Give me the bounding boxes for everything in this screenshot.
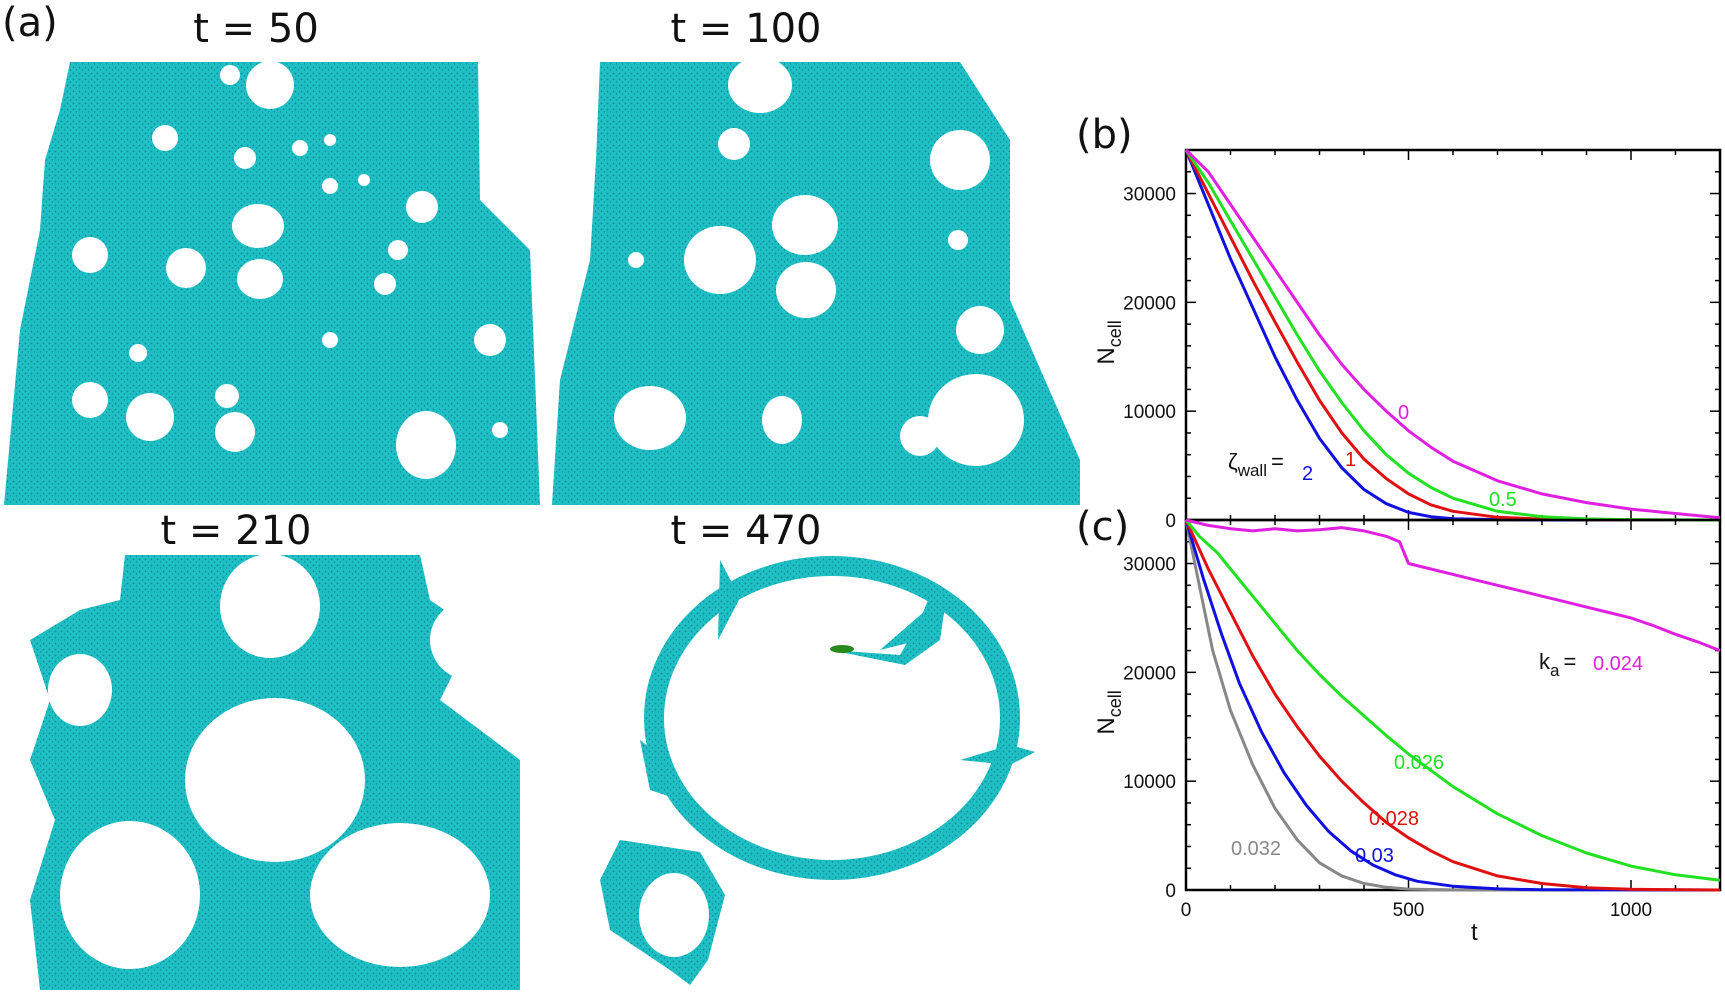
x-tick-label: 500 [1393,900,1425,921]
series-line-0.026 [1184,519,1721,882]
y-axis-label: Ncell [1093,320,1125,364]
chart-zeta-wall: 0 10000 20000 30000 Ncell 2 1 0.5 0 ζwall = [1093,148,1722,532]
tissue-snapshots [4,62,1080,990]
y-axis-label: Ncell [1093,690,1125,734]
chart-ka: 0 10000 20000 30000 0 500 1000 t Ncell 0.032 0.03 0… [1093,518,1722,946]
series-label-0.028: 0.028 [1369,808,1419,830]
snapshot-t50 [4,62,540,505]
series-line-0.032 [1184,519,1720,892]
legend-prefix: ka = [1539,649,1576,680]
snapshot-t100 [552,62,1080,505]
y-tick-label: 10000 [1123,402,1176,423]
series-label-0.024: 0.024 [1593,653,1643,675]
snapshot-t210 [30,555,520,990]
x-axis-label: t [1471,919,1478,946]
series-label-1: 1 [1345,449,1356,471]
panel-label-b: (b) [1076,112,1133,158]
series-line-0.024 [1185,518,1721,652]
series-label-0: 0 [1398,402,1409,424]
series-line-0.028 [1184,519,1721,892]
x-tick-label: 1000 [1610,900,1652,921]
x-tick-label: 0 [1181,900,1192,921]
y-tick-label: 0 [1165,881,1176,902]
series-line-0.03 [1184,519,1721,892]
series-line-1 [1184,149,1721,522]
series-label-0.026: 0.026 [1394,752,1444,774]
panel-label-c: (c) [1076,504,1130,550]
y-tick-label: 20000 [1123,663,1176,684]
snapshot-title-t470: t = 470 [670,508,822,554]
snapshot-title-t100: t = 100 [670,6,822,52]
legend-prefix: ζwall = [1228,449,1284,480]
series-label-2: 2 [1302,463,1313,485]
y-tick-label: 10000 [1123,772,1176,793]
series-label-0.5: 0.5 [1489,489,1517,511]
y-tick-label: 0 [1165,511,1176,532]
snapshot-title-t50: t = 50 [193,6,319,52]
y-tick-label: 20000 [1123,293,1176,314]
y-tick-label: 30000 [1123,555,1176,576]
panel-label-a: (a) [2,0,58,46]
y-tick-label: 30000 [1123,185,1176,206]
series-label-0.032: 0.032 [1231,838,1281,860]
series-line-0.5 [1184,149,1721,522]
snapshot-t470 [600,556,1035,985]
snapshot-title-t210: t = 210 [160,508,312,554]
series-label-0.03: 0.03 [1355,845,1394,867]
series-line-0 [1184,148,1721,520]
